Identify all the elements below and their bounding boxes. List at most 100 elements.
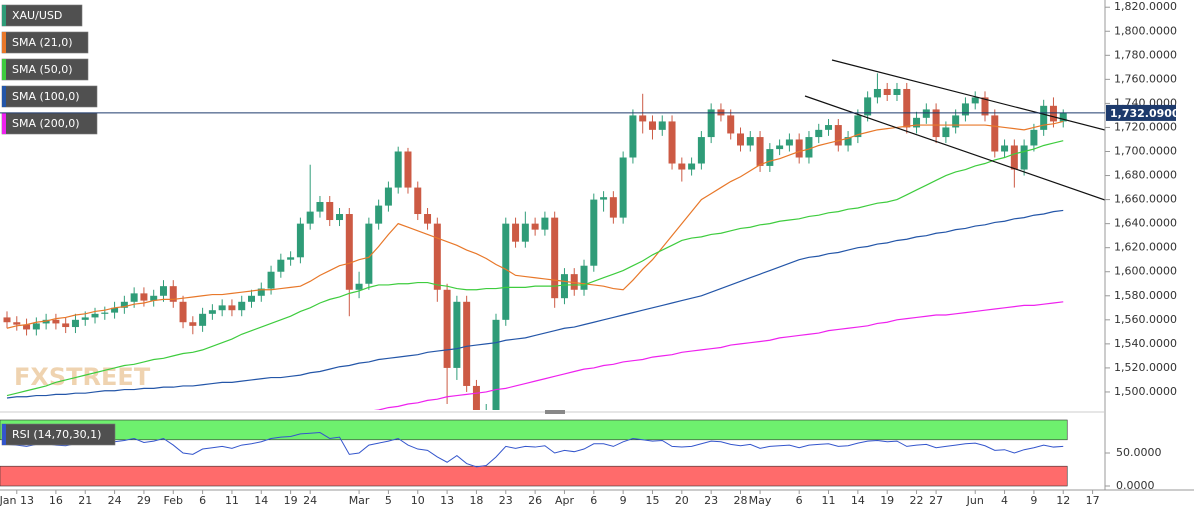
last-price-box — [1106, 104, 1176, 121]
candle-body — [873, 88, 881, 98]
candle-body — [169, 286, 177, 302]
candle-body — [228, 305, 236, 311]
candle-body — [590, 199, 598, 266]
candle-body — [981, 97, 989, 116]
candle-body — [922, 109, 930, 118]
y-tick-label: 1,780.0000 — [1114, 48, 1177, 61]
candle-body — [629, 115, 637, 158]
y-tick-label: 1,520.0000 — [1114, 361, 1177, 374]
candle-body — [521, 223, 529, 242]
candle-body — [159, 286, 167, 296]
candle-body — [795, 139, 803, 158]
candle-body — [1030, 129, 1038, 146]
y-tick-label: 1,640.0000 — [1114, 217, 1177, 230]
x-tick-label: 20 — [675, 494, 689, 507]
candle-body — [414, 187, 422, 215]
sma-line — [373, 301, 1064, 410]
x-tick-label: 28 — [734, 494, 748, 507]
legend-label: SMA (21,0) — [12, 36, 73, 49]
candle-body — [619, 157, 627, 218]
candle-body — [942, 127, 950, 138]
candle-body — [71, 319, 79, 328]
rsi-y-tick-label: 50.0000 — [1116, 446, 1162, 459]
x-tick-label: 27 — [929, 494, 943, 507]
candle-body — [443, 289, 451, 368]
candle-body — [1040, 105, 1048, 130]
candle-body — [580, 265, 588, 290]
y-tick-label: 1,660.0000 — [1114, 193, 1177, 206]
candle-body — [1001, 145, 1009, 152]
y-tick-label: 1,560.0000 — [1114, 313, 1177, 326]
legend-swatch — [2, 113, 6, 134]
candle-body — [13, 322, 21, 325]
candle-body — [766, 149, 774, 166]
y-tick-label: 1,600.0000 — [1114, 265, 1177, 278]
x-tick-label: 14 — [851, 494, 865, 507]
candle-body — [697, 137, 705, 164]
candle-body — [883, 88, 891, 95]
y-tick-label: 1,540.0000 — [1114, 337, 1177, 350]
candle-body — [81, 317, 89, 320]
candle-body — [23, 324, 31, 330]
x-tick-label: 22 — [910, 494, 924, 507]
oversold-band — [0, 465, 1068, 487]
candle-body — [150, 295, 158, 301]
x-tick-label: 24 — [108, 494, 122, 507]
candle-body — [463, 301, 471, 386]
candle-body — [961, 103, 969, 116]
candle-body — [658, 121, 666, 130]
sma-line — [6, 140, 1064, 397]
y-tick-label: 1,680.0000 — [1114, 169, 1177, 182]
candle-body — [91, 313, 99, 318]
candle-body — [815, 129, 823, 138]
legend-swatch — [2, 424, 6, 445]
candle-body — [355, 283, 363, 290]
candle-body — [287, 257, 295, 260]
candle-body — [541, 217, 549, 230]
legend-label: XAU/USD — [12, 9, 62, 22]
candle-body — [600, 197, 608, 200]
candle-body — [345, 214, 353, 290]
y-tick-label: 1,820.0000 — [1114, 0, 1177, 13]
rsi-line — [6, 432, 1064, 468]
candle-body — [648, 121, 656, 130]
candle-body — [688, 163, 696, 170]
candle-body — [1059, 113, 1067, 122]
candle-body — [62, 323, 70, 328]
candle-body — [424, 214, 432, 224]
candle-body — [218, 305, 226, 311]
x-tick-label: 9 — [620, 494, 627, 507]
legend-swatch — [2, 32, 6, 53]
overbought-band — [0, 419, 1068, 441]
legend-label: SMA (100,0) — [12, 90, 80, 103]
y-tick-label: 1,580.0000 — [1114, 289, 1177, 302]
candle-body — [785, 139, 793, 146]
x-tick-label: Jan 13 — [0, 494, 34, 507]
candle-body — [101, 312, 109, 314]
rsi-bands — [0, 419, 1068, 487]
candle-body — [3, 317, 11, 323]
candle-body — [893, 88, 901, 95]
candle-body — [854, 115, 862, 138]
sma-lines — [6, 120, 1064, 410]
x-tick-label: 23 — [704, 494, 718, 507]
x-tick-label: 4 — [1001, 494, 1008, 507]
x-tick-label: 26 — [528, 494, 542, 507]
trend-line — [831, 59, 1105, 131]
x-tick-label: May — [749, 494, 772, 507]
candle-body — [130, 293, 138, 302]
candle-body — [111, 307, 119, 313]
candle-body — [551, 217, 559, 299]
candle-body — [502, 223, 510, 320]
candle-body — [179, 301, 187, 323]
candle-body — [316, 201, 324, 212]
x-tick-label: 29 — [137, 494, 151, 507]
candle-body — [277, 259, 285, 272]
candle-body — [238, 301, 246, 311]
candle-body — [971, 97, 979, 104]
candle-body — [306, 211, 314, 224]
candle-body — [727, 115, 735, 134]
candle-body — [639, 115, 647, 122]
legend-label: SMA (50,0) — [12, 63, 73, 76]
